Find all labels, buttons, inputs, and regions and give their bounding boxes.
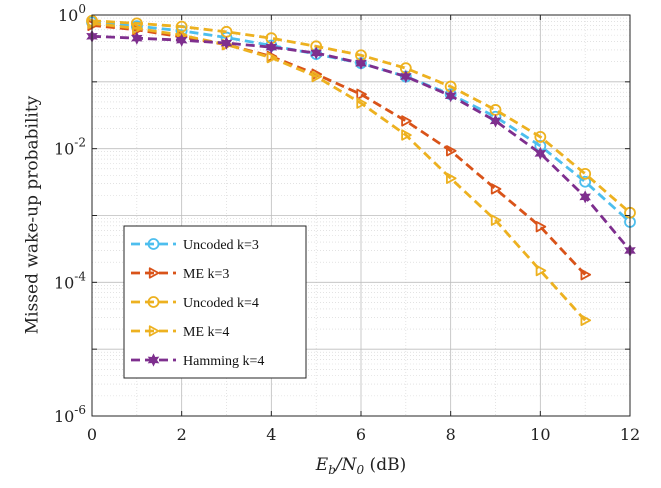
legend-label: ME k=3 [183, 267, 229, 282]
data-point-marker [132, 22, 143, 35]
x-tick-label: 4 [266, 425, 276, 444]
data-point-marker [444, 89, 457, 103]
y-tick-label-base: 10 [54, 407, 74, 426]
data-point-marker [489, 114, 502, 128]
data-point-marker [87, 17, 98, 30]
y-tick-label-base: 10 [54, 273, 74, 292]
data-point-marker [148, 325, 160, 337]
y-tick-label-exponent: -6 [74, 403, 86, 417]
data-point-marker [147, 238, 160, 250]
y-tick-label-exponent: 0 [78, 2, 86, 16]
legend-entry: Hamming k=4 [131, 353, 264, 369]
legend: Uncoded k=3 ME k=3 Uncoded k=4 ME k=4 Hammin… [123, 225, 307, 379]
series-line [91, 23, 587, 276]
data-point-marker [310, 46, 322, 60]
data-point-marker [580, 314, 592, 326]
legend-entry: ME k=4 [131, 325, 229, 340]
series-line [91, 21, 587, 322]
x-tick-label: 6 [356, 425, 366, 444]
legend-label: Uncoded k=4 [183, 296, 259, 311]
data-point-marker [311, 70, 323, 83]
y-tick-label-base: 10 [58, 6, 78, 25]
data-point-marker [579, 167, 592, 180]
data-point-marker [580, 269, 592, 281]
x-tick-label: 2 [177, 425, 187, 444]
y-tick-label: 10-4 [54, 269, 86, 292]
data-point-marker [490, 214, 502, 226]
x-axis-title-main: E [315, 455, 329, 475]
data-point-marker [147, 296, 160, 308]
series-layer [86, 14, 636, 326]
data-point-marker [579, 175, 592, 188]
x-axis-title-mid: /N [334, 455, 358, 475]
y-tick-label: 100 [58, 2, 86, 25]
y-tick-label: 10-2 [54, 136, 86, 159]
legend-label: Uncoded k=3 [183, 238, 259, 253]
x-axis-title-sub1: b [328, 463, 336, 477]
x-tick-label: 10 [530, 425, 550, 444]
y-tick-label-base: 10 [54, 140, 74, 159]
data-point-marker [131, 31, 143, 45]
data-point-marker [148, 267, 160, 279]
data-point-marker [534, 130, 547, 143]
legend-box [123, 225, 307, 379]
data-point-marker [220, 36, 233, 50]
data-point-marker [446, 145, 457, 157]
series-line [91, 19, 631, 214]
y-tick-label: 10-6 [54, 403, 86, 426]
data-point-marker [446, 172, 457, 184]
legend-entry: Uncoded k=3 [131, 238, 259, 253]
data-point-marker [356, 97, 367, 109]
x-tick-label: 8 [446, 425, 456, 444]
x-tick-label: 12 [620, 425, 640, 444]
data-point-marker [579, 190, 591, 204]
data-point-marker [490, 183, 502, 195]
legend-label: ME k=4 [183, 325, 229, 340]
y-tick-label-exponent: -4 [74, 269, 86, 283]
data-point-marker [355, 56, 367, 70]
series-uncoded-k-4 [86, 14, 636, 219]
data-point-marker [400, 69, 412, 84]
x-axis-title: Eb/N0 (dB) [315, 455, 406, 477]
x-tick-label: 0 [87, 425, 97, 444]
ticks [91, 14, 631, 417]
x-axis-title-sub2: 0 [357, 463, 365, 477]
data-point-marker [401, 129, 412, 141]
data-point-marker [356, 88, 367, 100]
legend-entry: ME k=3 [131, 267, 229, 282]
data-point-marker [535, 221, 547, 233]
legend-entry: Uncoded k=4 [131, 296, 259, 311]
x-axis-title-unit: (dB) [364, 455, 406, 475]
data-point-marker [147, 353, 160, 367]
data-point-marker [534, 146, 547, 161]
y-tick-label-exponent: -2 [74, 136, 86, 150]
data-point-marker [265, 40, 278, 54]
data-point-marker [175, 33, 188, 47]
data-point-marker [266, 52, 278, 64]
legend-label: Hamming k=4 [183, 354, 264, 369]
data-point-marker [535, 264, 547, 277]
y-axis-title: Missed wake-up probability [23, 95, 43, 334]
data-point-marker [401, 115, 412, 127]
